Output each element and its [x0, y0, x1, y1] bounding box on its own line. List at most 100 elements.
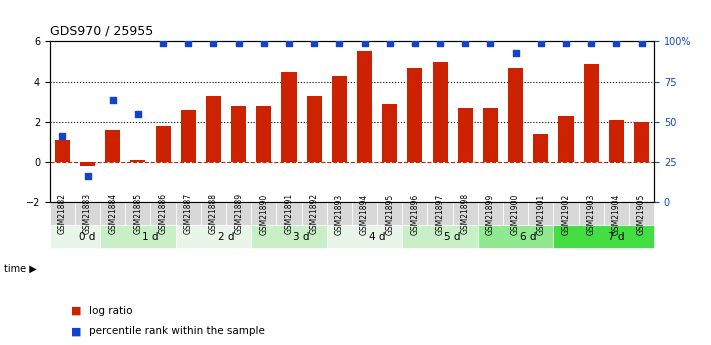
Point [359, 41, 370, 46]
FancyBboxPatch shape [176, 203, 201, 225]
Bar [181, 110, 196, 162]
FancyBboxPatch shape [50, 203, 75, 225]
Text: GDS970 / 25955: GDS970 / 25955 [50, 24, 153, 37]
Text: GSM21884: GSM21884 [108, 193, 117, 235]
Text: GSM21898: GSM21898 [461, 193, 470, 235]
Text: 5 d: 5 d [444, 232, 461, 242]
FancyBboxPatch shape [151, 203, 176, 225]
FancyBboxPatch shape [453, 203, 478, 225]
Text: GSM21891: GSM21891 [284, 193, 294, 235]
Point [585, 41, 597, 46]
Text: time ▶: time ▶ [4, 264, 36, 274]
Bar [206, 96, 221, 162]
FancyBboxPatch shape [604, 203, 629, 225]
Text: ■: ■ [71, 306, 82, 315]
Bar [306, 96, 321, 162]
FancyBboxPatch shape [528, 203, 553, 225]
Bar [407, 68, 422, 162]
Bar [508, 68, 523, 162]
FancyBboxPatch shape [100, 203, 125, 225]
Point [333, 41, 345, 46]
Point [283, 41, 294, 46]
Bar [383, 104, 397, 162]
Text: GSM21889: GSM21889 [234, 193, 243, 235]
FancyBboxPatch shape [251, 203, 277, 225]
Point [611, 41, 622, 46]
FancyBboxPatch shape [226, 203, 251, 225]
Text: GSM21905: GSM21905 [637, 193, 646, 235]
FancyBboxPatch shape [377, 203, 402, 225]
Point [410, 41, 421, 46]
Text: GSM21896: GSM21896 [410, 193, 419, 235]
Point [208, 41, 219, 46]
FancyBboxPatch shape [352, 203, 377, 225]
Text: GSM21899: GSM21899 [486, 193, 495, 235]
Bar [105, 130, 120, 162]
FancyBboxPatch shape [503, 203, 528, 225]
Bar [130, 160, 146, 162]
FancyBboxPatch shape [327, 225, 402, 248]
Point [434, 41, 446, 46]
FancyBboxPatch shape [402, 203, 427, 225]
Text: GSM21885: GSM21885 [134, 193, 142, 235]
Point [233, 41, 245, 46]
FancyBboxPatch shape [201, 203, 226, 225]
FancyBboxPatch shape [553, 203, 579, 225]
Bar [458, 108, 473, 162]
Text: GSM21901: GSM21901 [536, 193, 545, 235]
FancyBboxPatch shape [402, 225, 478, 248]
Bar [156, 126, 171, 162]
FancyBboxPatch shape [125, 203, 151, 225]
Text: 4 d: 4 d [369, 232, 385, 242]
Point [510, 51, 521, 56]
Bar [483, 108, 498, 162]
Bar [256, 106, 272, 162]
Bar [231, 106, 246, 162]
Text: GSM21893: GSM21893 [335, 193, 344, 235]
Bar [282, 71, 296, 162]
Point [82, 174, 93, 179]
Point [459, 41, 471, 46]
Text: GSM21894: GSM21894 [360, 193, 369, 235]
Bar [558, 116, 574, 162]
Text: GSM21887: GSM21887 [183, 193, 193, 235]
Bar [634, 122, 649, 162]
Text: GSM21903: GSM21903 [587, 193, 596, 235]
Bar [332, 76, 347, 162]
FancyBboxPatch shape [478, 203, 503, 225]
Text: 1 d: 1 d [142, 232, 159, 242]
Text: percentile rank within the sample: percentile rank within the sample [89, 326, 264, 336]
Point [157, 41, 169, 46]
Text: 2 d: 2 d [218, 232, 235, 242]
Text: GSM21886: GSM21886 [159, 193, 168, 235]
FancyBboxPatch shape [301, 203, 327, 225]
Text: GSM21904: GSM21904 [612, 193, 621, 235]
Bar [357, 51, 372, 162]
Bar [533, 134, 548, 162]
Point [183, 41, 194, 46]
FancyBboxPatch shape [553, 225, 654, 248]
Text: 3 d: 3 d [294, 232, 310, 242]
FancyBboxPatch shape [100, 225, 176, 248]
FancyBboxPatch shape [50, 225, 100, 248]
Text: GSM21890: GSM21890 [260, 193, 268, 235]
FancyBboxPatch shape [327, 203, 352, 225]
Text: GSM21900: GSM21900 [511, 193, 520, 235]
Bar [609, 120, 624, 162]
Point [636, 41, 647, 46]
Bar [80, 162, 95, 166]
Text: log ratio: log ratio [89, 306, 132, 315]
Point [560, 41, 572, 46]
Text: 0 d: 0 d [80, 232, 96, 242]
FancyBboxPatch shape [251, 225, 327, 248]
Point [485, 41, 496, 46]
Point [132, 111, 144, 117]
FancyBboxPatch shape [176, 225, 251, 248]
Point [384, 41, 395, 46]
Text: GSM21883: GSM21883 [83, 193, 92, 235]
Point [107, 97, 119, 102]
FancyBboxPatch shape [277, 203, 301, 225]
Text: GSM21882: GSM21882 [58, 194, 67, 234]
Text: 6 d: 6 d [520, 232, 537, 242]
Text: GSM21897: GSM21897 [436, 193, 444, 235]
